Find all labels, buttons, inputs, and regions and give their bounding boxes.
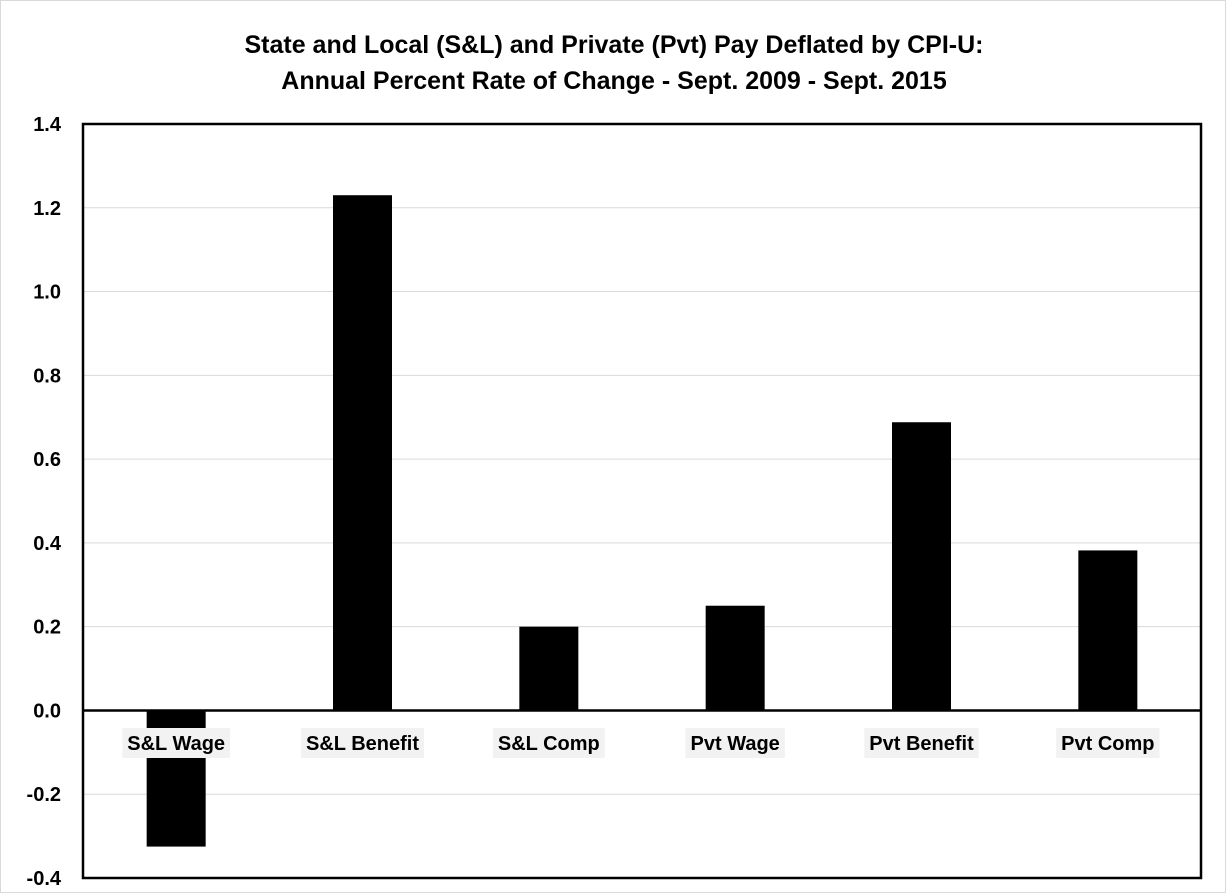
y-axis-ticks: 1.4 1.2 1.0 0.8 0.6 0.4 0.2 0.0 -0.2 -0.4	[27, 114, 62, 890]
category-label-background	[122, 728, 231, 758]
category-label: S&L Comp	[498, 733, 600, 755]
y-tick-label: 0.8	[33, 365, 61, 387]
category-label: S&L Benefit	[306, 733, 419, 755]
bars	[146, 195, 1138, 847]
y-tick-label: -0.2	[27, 784, 61, 806]
category-label-background	[492, 728, 605, 758]
category-labels: S&L Wage S&L Benefit S&L Comp Pvt Wage Pvt B…	[122, 728, 1160, 758]
axes	[81, 122, 1203, 880]
y-tick-label: 1.4	[33, 114, 62, 136]
y-tick-label: 1.0	[33, 282, 61, 304]
plot-frame	[81, 122, 1203, 880]
bar	[519, 626, 579, 711]
category-label: Pvt Comp	[1061, 733, 1154, 755]
bar	[333, 195, 392, 711]
category-label-background	[1056, 728, 1160, 758]
chart-title: State and Local (S&L) and Private (Pvt) …	[244, 31, 983, 59]
gridlines	[83, 123, 1201, 879]
category-label-background	[685, 728, 785, 758]
y-tick-label: 0.6	[33, 449, 61, 471]
bar	[705, 605, 765, 711]
category-label: S&L Wage	[127, 733, 225, 755]
y-tick-label: 1.2	[33, 198, 61, 220]
y-tick-label: 0.0	[33, 700, 61, 722]
bar	[1078, 550, 1138, 711]
y-tick-label: 0.2	[33, 617, 61, 639]
category-label: Pvt Benefit	[869, 733, 974, 755]
category-label-background	[301, 728, 424, 758]
category-label-background	[864, 728, 979, 758]
bar	[892, 422, 951, 711]
chart-subtitle: Annual Percent Rate of Change - Sept. 20…	[281, 67, 947, 95]
y-tick-label: -0.4	[27, 868, 62, 890]
y-tick-label: 0.4	[33, 533, 62, 555]
category-label: Pvt Wage	[691, 733, 780, 755]
